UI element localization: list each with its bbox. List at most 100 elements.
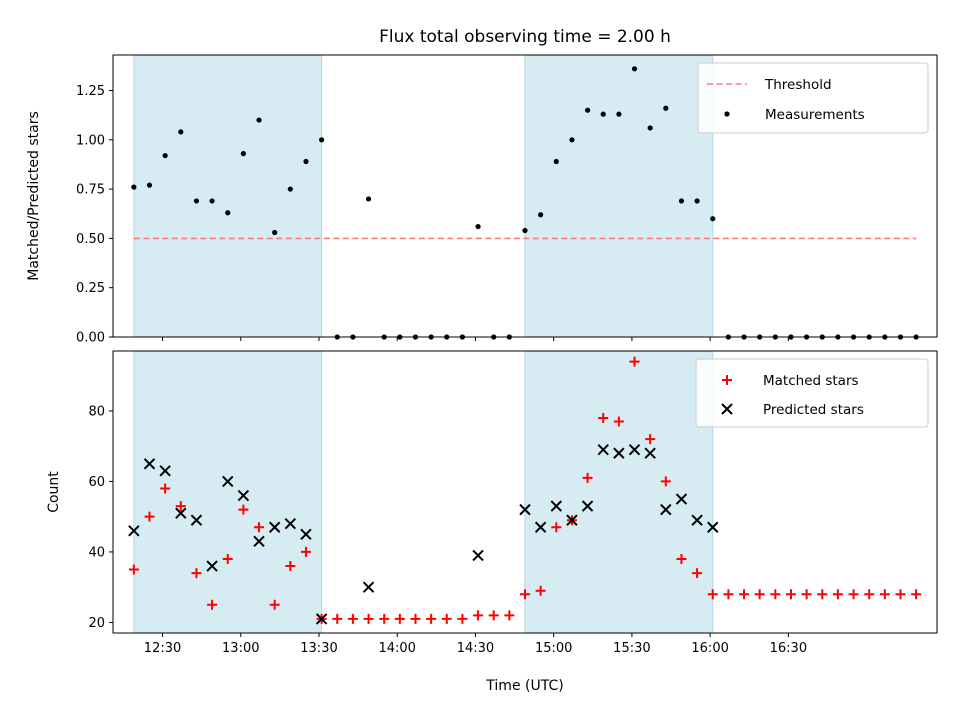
matched-star-point-48 xyxy=(879,589,890,600)
predicted-star-point-11 xyxy=(300,528,312,541)
matched-star-point-17 xyxy=(394,613,405,624)
matched-star-point-31 xyxy=(613,416,624,427)
predicted-star-point-1 xyxy=(143,458,156,470)
predicted-star-point-7 xyxy=(237,489,250,502)
matched-star-point-19 xyxy=(426,613,437,624)
predicted-star-point-22 xyxy=(628,443,641,456)
matched-star-point-18 xyxy=(410,613,421,624)
matched-star-point-6 xyxy=(222,553,233,564)
legend-measurement-label: Measurements xyxy=(765,107,865,123)
matched-star-point-23 xyxy=(488,610,499,621)
y-tick-label-1-1: 40 xyxy=(88,545,105,560)
matched-star-point-33 xyxy=(645,434,656,445)
predicted-star-point-4 xyxy=(190,514,203,526)
observing-window-1-1 xyxy=(524,350,714,634)
matched-star-point-5 xyxy=(207,599,218,610)
measurement-point-0 xyxy=(131,184,137,190)
predicted-star-point-10 xyxy=(284,518,297,530)
measurement-point-37 xyxy=(710,216,716,222)
predicted-star-point-13 xyxy=(362,581,375,593)
matched-star-point-8 xyxy=(254,522,265,533)
axes-frame-1 xyxy=(112,350,938,634)
matched-star-point-30 xyxy=(598,412,609,423)
predicted-star-point-21 xyxy=(613,447,625,459)
legend-predicted-swatch xyxy=(721,403,733,415)
legend-matched-label: Matched stars xyxy=(763,373,859,389)
matched-star-point-32 xyxy=(629,356,640,367)
measurement-point-1 xyxy=(146,182,153,188)
y-tick-label-0-1: 0.25 xyxy=(76,281,105,296)
x-axis-label: Time (UTC) xyxy=(485,678,563,694)
legend-matched-swatch xyxy=(722,375,732,385)
matched-star-point-49 xyxy=(895,589,906,600)
predicted-star-point-3 xyxy=(175,507,187,519)
measurement-point-29 xyxy=(584,107,591,113)
legend-predicted-label: Predicted stars xyxy=(763,402,864,418)
measurement-point-28 xyxy=(569,137,575,143)
matched-star-point-2 xyxy=(160,483,171,494)
y-tick-label-0-0: 0.00 xyxy=(76,331,105,346)
matched-star-point-38 xyxy=(723,589,734,600)
predicted-star-point-18 xyxy=(566,514,578,526)
matched-star-point-3 xyxy=(175,501,186,512)
measurement-point-32 xyxy=(631,66,638,72)
matched-star-point-46 xyxy=(848,589,859,600)
predicted-star-point-23 xyxy=(644,447,656,459)
measurement-point-5 xyxy=(209,198,215,204)
predicted-star-point-17 xyxy=(550,500,562,512)
matched-star-point-27 xyxy=(551,522,562,533)
matched-star-point-34 xyxy=(660,476,671,487)
bottom-y-axis-label: Count xyxy=(46,471,62,513)
matched-star-point-10 xyxy=(285,561,296,572)
measurement-point-4 xyxy=(193,198,200,204)
y-tick-label-0-4: 1.00 xyxy=(76,133,105,148)
matched-star-point-9 xyxy=(269,599,280,610)
measurement-point-31 xyxy=(616,111,622,117)
matched-star-point-11 xyxy=(300,546,311,557)
matched-star-point-43 xyxy=(801,589,812,600)
predicted-star-point-25 xyxy=(675,493,688,505)
predicted-star-point-9 xyxy=(268,521,281,533)
matched-star-point-42 xyxy=(785,589,796,600)
measurement-point-36 xyxy=(694,198,700,204)
matched-star-point-47 xyxy=(864,589,875,600)
matched-star-point-15 xyxy=(363,613,374,624)
matched-star-point-21 xyxy=(457,613,468,624)
matched-star-point-40 xyxy=(754,589,765,600)
matched-star-point-45 xyxy=(832,589,843,600)
matched-star-point-37 xyxy=(707,589,718,600)
predicted-star-point-6 xyxy=(222,475,234,488)
predicted-star-point-16 xyxy=(534,521,547,533)
observing-window-0-0 xyxy=(133,54,323,338)
top-legend xyxy=(697,62,929,134)
predicted-star-point-8 xyxy=(253,535,265,548)
matched-star-point-26 xyxy=(535,585,546,596)
measurement-point-12 xyxy=(319,137,325,143)
predicted-star-point-15 xyxy=(519,503,531,516)
predicted-star-point-27 xyxy=(707,521,719,533)
matched-star-point-24 xyxy=(504,610,515,621)
predicted-star-point-26 xyxy=(691,514,703,526)
y-tick-label-1-0: 20 xyxy=(88,616,105,631)
measurement-point-25 xyxy=(522,227,528,234)
matched-star-point-16 xyxy=(379,613,390,624)
x-tick-label-0: 12:30 xyxy=(144,641,181,656)
predicted-star-point-5 xyxy=(206,560,218,572)
legend-threshold-label: Threshold xyxy=(764,77,832,93)
observing-window-0-1 xyxy=(524,54,714,338)
measurement-point-22 xyxy=(475,223,481,230)
matched-star-point-41 xyxy=(770,589,781,600)
measurement-point-27 xyxy=(553,158,559,165)
bottom-legend xyxy=(695,358,929,428)
measurement-point-7 xyxy=(240,151,246,157)
matched-star-point-50 xyxy=(911,589,922,600)
measurement-point-34 xyxy=(663,105,669,111)
predicted-star-point-20 xyxy=(597,443,609,456)
measurement-point-35 xyxy=(678,198,685,204)
measurement-point-9 xyxy=(272,229,278,236)
predicted-star-point-14 xyxy=(472,549,484,562)
matched-star-point-29 xyxy=(582,472,593,483)
matched-star-point-22 xyxy=(473,610,484,621)
matched-star-point-39 xyxy=(739,589,750,600)
